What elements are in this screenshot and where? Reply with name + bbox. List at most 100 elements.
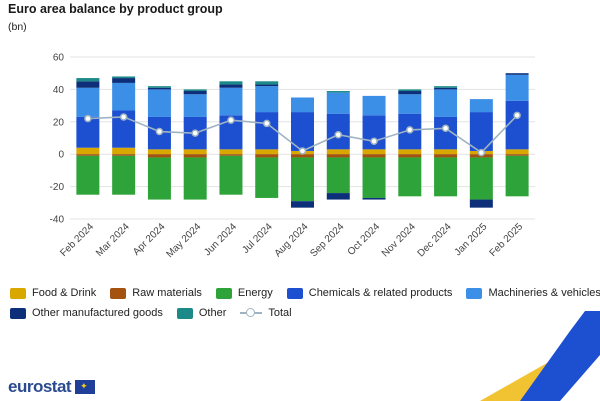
legend-label: Total bbox=[268, 307, 292, 319]
bar-segment bbox=[505, 100, 529, 150]
bar-segment bbox=[147, 154, 171, 158]
bar-segment bbox=[219, 81, 243, 85]
bar-segment bbox=[326, 154, 350, 158]
x-tick-label: Feb 2024 bbox=[58, 221, 96, 259]
bar-segment bbox=[183, 91, 207, 95]
bar-segment bbox=[291, 157, 314, 202]
total-point bbox=[406, 126, 414, 134]
bar-segment bbox=[76, 81, 100, 88]
bar-segment bbox=[76, 87, 100, 117]
x-tick-label: Apr 2024 bbox=[131, 221, 168, 258]
bar-segment bbox=[76, 155, 100, 195]
total-point bbox=[191, 129, 199, 137]
x-tick-label: Sep 2024 bbox=[308, 221, 346, 259]
legend-swatch bbox=[215, 287, 232, 299]
bar-segment bbox=[469, 112, 493, 151]
unit-label: (bn) bbox=[8, 21, 27, 33]
decorative-arrows bbox=[480, 311, 600, 401]
bar-segment bbox=[112, 76, 136, 79]
bar-segment bbox=[255, 157, 279, 198]
bar-segment bbox=[112, 82, 136, 111]
bar-segment bbox=[219, 115, 243, 150]
bar-segment bbox=[326, 157, 350, 194]
legend: Food & Drink Raw materials Energy Chemicals… bbox=[10, 283, 600, 323]
bar-segment bbox=[112, 155, 136, 195]
total-point bbox=[119, 113, 128, 121]
bar-segment bbox=[505, 73, 529, 75]
bar-segment bbox=[76, 147, 100, 155]
legend-item[interactable]: Total bbox=[240, 307, 292, 319]
total-point bbox=[262, 119, 271, 128]
chart-title: Euro area balance by product group bbox=[8, 2, 223, 16]
bar-segment bbox=[291, 97, 314, 113]
legend-item[interactable]: Other bbox=[176, 307, 226, 319]
legend-label: Raw materials bbox=[132, 287, 202, 299]
legend-swatch bbox=[10, 287, 26, 299]
bar-segment bbox=[362, 157, 386, 198]
bar-segment bbox=[112, 154, 136, 156]
legend-item[interactable]: Other manufactured goods bbox=[10, 307, 163, 319]
bar-segment bbox=[291, 201, 314, 208]
bar-segment bbox=[76, 154, 100, 156]
bar-segment bbox=[183, 89, 207, 92]
total-point bbox=[155, 127, 164, 136]
bar-segment bbox=[434, 89, 458, 117]
x-tick-label: Oct 2024 bbox=[346, 221, 383, 258]
bar-segment bbox=[255, 154, 279, 158]
total-point bbox=[441, 124, 450, 133]
bar-segment bbox=[183, 154, 207, 158]
total-line-marker-icon bbox=[240, 307, 263, 319]
gridlines bbox=[70, 56, 535, 220]
total-point bbox=[227, 116, 235, 124]
bar-segment bbox=[112, 147, 136, 155]
bars bbox=[76, 73, 529, 208]
bar-segment bbox=[505, 74, 529, 101]
bar-segment bbox=[398, 149, 422, 155]
legend-swatch bbox=[466, 287, 483, 299]
legend-item[interactable]: Machineries & vehicles bbox=[466, 287, 600, 299]
bar-segment bbox=[183, 157, 207, 200]
legend-label: Food & Drink bbox=[32, 287, 97, 299]
bar-segment bbox=[255, 112, 279, 150]
bar-segment bbox=[469, 99, 493, 113]
bar-segment bbox=[219, 84, 243, 88]
y-tick-label: 40 bbox=[53, 85, 65, 96]
bar-segment bbox=[112, 78, 136, 83]
bar-segment bbox=[147, 89, 171, 117]
bar-segment bbox=[326, 149, 350, 155]
total-point bbox=[513, 111, 521, 120]
bar-segment bbox=[469, 157, 493, 200]
bar-segment bbox=[147, 149, 171, 155]
legend-row-2: Other manufactured goods Other Total bbox=[10, 303, 598, 323]
y-tick-label: 60 bbox=[53, 53, 65, 64]
bar-segment bbox=[255, 86, 279, 113]
bar-segment bbox=[398, 91, 422, 95]
legend-swatch bbox=[286, 287, 303, 299]
bar-segment bbox=[434, 87, 458, 90]
x-tick-label: Nov 2024 bbox=[380, 221, 418, 259]
y-tick-label: 20 bbox=[53, 117, 65, 128]
x-tick-label: Dec 2024 bbox=[416, 221, 454, 259]
bar-segment bbox=[469, 199, 493, 208]
total-point bbox=[477, 148, 486, 157]
legend-item[interactable]: Chemicals & related products bbox=[286, 287, 452, 299]
bar-segment bbox=[219, 155, 243, 195]
legend-item[interactable]: Energy bbox=[215, 287, 273, 299]
bar-segment bbox=[147, 87, 171, 90]
bar-segment bbox=[291, 154, 314, 158]
total-point bbox=[298, 147, 307, 155]
logo-text: eurostat bbox=[8, 377, 72, 396]
legend-item[interactable]: Food & Drink bbox=[10, 287, 96, 299]
bar-segment bbox=[362, 95, 386, 116]
bar-segment bbox=[291, 112, 314, 151]
legend-item[interactable]: Raw materials bbox=[110, 287, 202, 299]
legend-label: Energy bbox=[237, 287, 273, 299]
legend-swatch bbox=[110, 287, 127, 299]
bar-segment bbox=[183, 149, 207, 155]
bar-segment bbox=[255, 149, 279, 155]
y-axis-ticks: 60 40 20 0 -20 -40 bbox=[50, 53, 65, 226]
x-tick-label: Aug 2024 bbox=[273, 221, 311, 259]
legend-swatch bbox=[10, 307, 26, 319]
